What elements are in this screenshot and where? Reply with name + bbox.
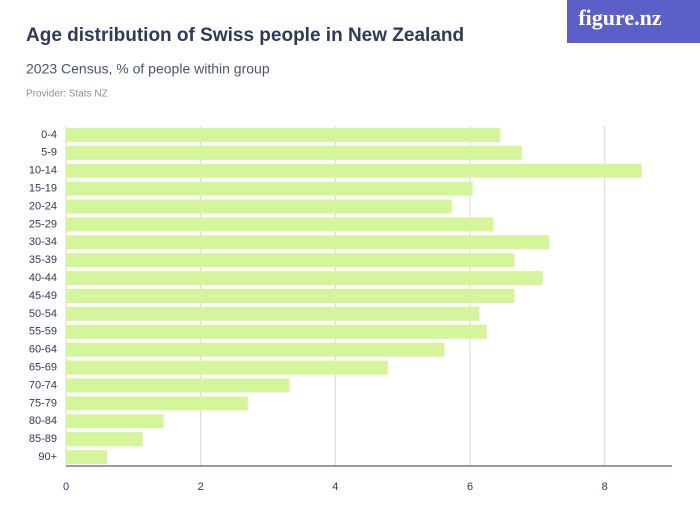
bar (66, 253, 515, 268)
x-tick-label: 6 (467, 481, 473, 493)
y-tick-label: 75-79 (29, 397, 57, 409)
y-tick-label: 30-34 (29, 236, 57, 248)
bar (66, 414, 164, 429)
logo[interactable]: figure.nz (578, 5, 662, 30)
bar (66, 271, 543, 286)
chart-title: Age distribution of Swiss people in New … (26, 25, 464, 46)
y-tick-label: 15-19 (29, 183, 57, 195)
bar (66, 324, 487, 339)
bar (66, 396, 248, 411)
y-tick-label: 20-24 (29, 200, 57, 212)
x-tick-label: 0 (63, 481, 69, 493)
provider: Provider: Stats NZ (26, 89, 108, 100)
bar (66, 432, 143, 447)
y-tick-label: 5-9 (41, 147, 57, 159)
logo-box (567, 0, 700, 43)
bar (66, 360, 388, 375)
bar (66, 199, 452, 214)
y-tick-label: 55-59 (29, 326, 57, 338)
bar (66, 378, 290, 393)
bar (66, 217, 494, 232)
x-tick-label: 8 (602, 481, 608, 493)
chart-subtitle: 2023 Census, % of people within group (26, 61, 270, 77)
y-tick-label: 85-89 (29, 433, 57, 445)
y-tick-label: 25-29 (29, 218, 57, 230)
bar (66, 127, 501, 142)
x-tick-label: 4 (332, 481, 338, 493)
bar (66, 163, 642, 178)
y-tick-label: 70-74 (29, 379, 57, 391)
bar (66, 306, 480, 321)
bar (66, 235, 550, 250)
y-tick-label: 80-84 (29, 415, 57, 427)
bar (66, 289, 515, 303)
x-tick-label: 2 (198, 481, 204, 493)
bar (66, 342, 445, 357)
y-tick-label: 0-4 (41, 129, 57, 141)
y-tick-label: 35-39 (29, 254, 57, 266)
y-tick-label: 10-14 (29, 165, 57, 177)
bar (66, 145, 522, 160)
bar (66, 450, 108, 465)
y-tick-label: 60-64 (29, 344, 57, 356)
y-tick-label: 40-44 (29, 272, 57, 284)
y-tick-label: 65-69 (29, 361, 57, 373)
bar (66, 181, 473, 196)
y-tick-label: 90+ (38, 451, 57, 463)
y-tick-label: 50-54 (29, 308, 57, 320)
y-tick-label: 45-49 (29, 290, 57, 302)
